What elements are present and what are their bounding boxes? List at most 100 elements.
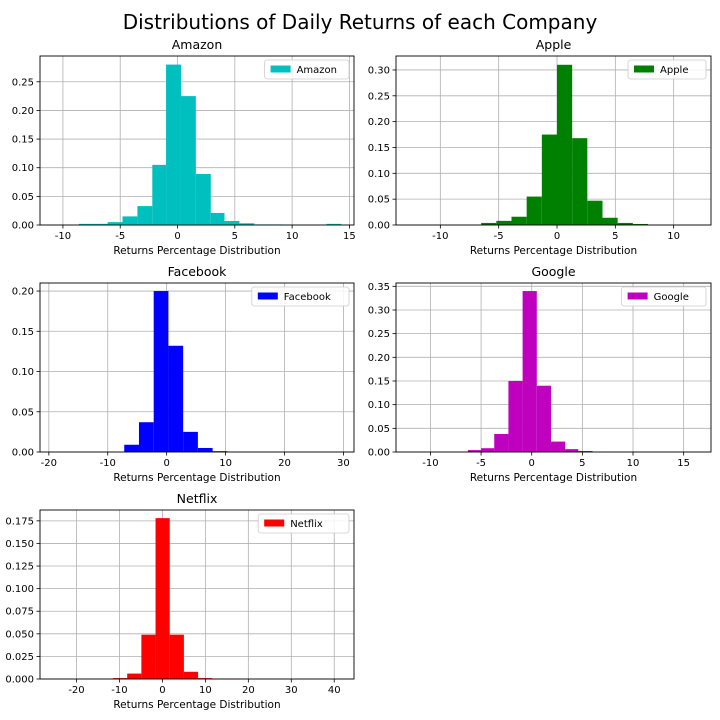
panel-netflix: -20 -10 0 10 20 30 40 0.000 0.025 0.050 0.075 0.100… [5,491,355,711]
histogram-bar [122,216,138,225]
histogram-bar [467,450,482,452]
panel-title: Netflix [177,491,218,506]
x-tick-label: -5 [494,231,504,242]
histogram-bar [124,444,139,452]
x-axis-label: Returns Percentage Distribution [113,472,280,484]
y-tick-label: 0.175 [5,516,34,527]
histogram-bar [602,217,618,225]
histogram-bar [93,223,108,225]
panel-title: Apple [536,37,572,52]
x-tick-label: 20 [242,685,255,696]
x-axis-label: Returns Percentage Distribution [113,245,280,257]
legend-label: Facebook [284,292,331,303]
y-tick-label: 0.25 [12,77,34,88]
panel-title: Facebook [168,264,227,279]
y-tick-label: 0.20 [368,353,390,364]
y-tick-label: 0.30 [368,65,390,76]
x-tick-label: 30 [285,685,298,696]
histogram-bar [195,174,211,225]
histogram-bar [536,385,551,452]
histogram-bar [572,138,588,225]
axes-frame [395,55,712,226]
histogram-bar [632,223,648,225]
y-tick-label: 0.075 [5,607,34,618]
legend-swatch [627,292,648,300]
histogram-bar [107,222,123,225]
axes-frame [395,282,712,453]
histogram-bar [137,206,153,225]
histogram-bar [210,212,225,225]
legend: Netflix [257,513,350,534]
grid-lines [396,283,711,453]
histogram-bars [113,518,241,680]
x-tick-label: -10 [422,458,438,469]
y-tick-label: 0.125 [5,562,34,573]
x-tick-label: 0 [554,231,560,242]
legend-label: Apple [660,65,688,76]
legend-swatch [270,65,291,73]
histogram-bar [496,220,512,225]
x-tick-label: 10 [199,685,212,696]
figure-title: Distributions of Daily Returns of each C… [123,10,598,34]
y-tick-label: 0.100 [5,584,34,595]
histogram-bar [183,431,198,452]
legend-box [257,513,350,534]
y-tick-label: 0.15 [368,143,390,154]
y-tick-label: 0.35 [368,282,390,293]
legend-box [627,59,707,80]
x-axis-label: Returns Percentage Distribution [470,472,637,484]
x-tick-label: 15 [677,458,690,469]
histogram-bar [166,64,181,225]
x-tick-label: 20 [278,458,291,469]
panel-title: Google [531,264,575,279]
legend-swatch [634,65,654,73]
x-tick-label: 0 [159,685,165,696]
histogram-bar [557,64,573,225]
histogram-bar [168,345,184,452]
y-tick-label: 0.00 [368,221,390,232]
x-tick-label: -20 [41,458,57,469]
legend-label: Netflix [290,519,323,530]
y-tick-label: 0.25 [368,329,390,340]
panel-facebook: -20 -10 0 10 20 30 0.00 0.05 0.10 0.15 0.20 Faceboo… [12,264,355,484]
legend-box [264,59,350,80]
x-tick-label: 40 [328,685,341,696]
legend-label: Amazon [297,65,337,76]
y-tick-label: 0.30 [368,305,390,316]
y-tick-label: 0.00 [12,448,34,459]
histogram-bars [78,64,342,226]
histogram-bar [152,164,167,225]
y-tick-label: 0.20 [368,117,390,128]
x-tick-label: 10 [286,231,299,242]
x-tick-label: -10 [55,231,71,242]
y-tick-label: 0.15 [368,376,390,387]
y-tick-label: 0.10 [368,400,390,411]
histogram-bar [155,518,170,679]
histogram-bars [481,64,648,225]
legend: Amazon [264,59,350,80]
histogram-bar [565,449,579,452]
histogram-bar [617,222,633,225]
panel-apple: -10 -5 0 5 10 0.00 0.05 0.10 0.15 0.20 0.25 0.30 App… [368,37,712,257]
panel-google: -10 -5 0 5 10 15 0.00 0.05 0.10 0.15 0.20 0.25 0.30 0… [368,264,712,484]
histogram-bar [481,448,495,452]
y-tick-label: 0.05 [368,195,390,206]
axes-frame [39,55,355,226]
x-tick-label: 10 [219,458,232,469]
histogram-bar [141,634,156,679]
histogram-bar [541,134,557,225]
x-tick-label: -10 [100,458,116,469]
histogram-bar [183,671,199,679]
y-tick-label: 0.150 [5,539,34,550]
histogram-bar [522,291,537,452]
y-tick-label: 0.20 [12,287,34,298]
x-tick-label: 15 [343,231,356,242]
x-axis-label: Returns Percentage Distribution [470,245,637,257]
histogram-bar [550,441,566,452]
histogram-bar [587,200,603,225]
y-tick-label: 0.10 [368,169,390,180]
legend-label: Google [654,292,689,303]
y-tick-label: 0.050 [5,629,34,640]
x-tick-label: 0 [529,458,535,469]
